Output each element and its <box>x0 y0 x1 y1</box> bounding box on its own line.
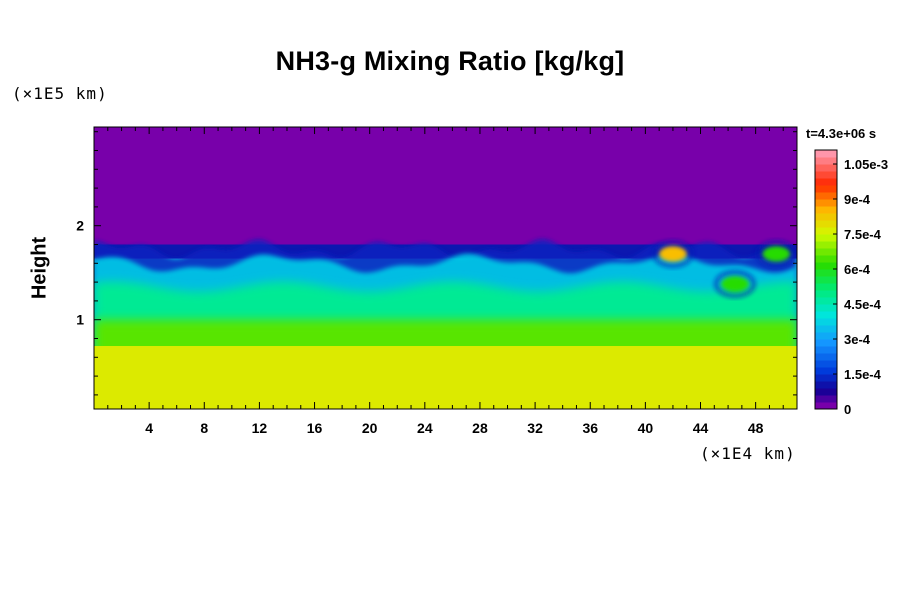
plot-frame <box>93 126 798 410</box>
colorbar-tick-label: 4.5e-4 <box>844 297 882 312</box>
colorbar-swatch <box>815 185 837 193</box>
colorbar-swatch <box>815 290 837 298</box>
plume-halo-1 <box>652 240 694 268</box>
colorbar-tick-label: 3e-4 <box>844 332 871 347</box>
plume-feature-1 <box>658 245 687 262</box>
colorbar-swatch <box>815 171 837 179</box>
x-tick-label: 40 <box>638 420 654 436</box>
plume-feature-3 <box>720 275 749 292</box>
x-tick-label: 32 <box>527 420 543 436</box>
colorbar-swatch <box>815 157 837 165</box>
colorbar-swatch <box>815 395 837 403</box>
colorbar-swatch <box>815 325 837 333</box>
x-tick-label: 44 <box>693 420 709 436</box>
x-tick-label: 8 <box>200 420 208 436</box>
colorbar-swatch <box>815 339 837 347</box>
colorbar-swatch <box>815 227 837 235</box>
colorbar-swatch <box>815 248 837 256</box>
colorbar-swatch <box>815 304 837 312</box>
colorbar-swatch <box>815 311 837 319</box>
colorbar-swatch <box>815 213 837 221</box>
colorbar-tick-label: 9e-4 <box>844 192 871 207</box>
y-tick-label: 2 <box>76 218 84 234</box>
colorbar-swatch <box>815 234 837 242</box>
colorbar-swatch <box>815 192 837 200</box>
plume-halo-2 <box>755 240 797 268</box>
colorbar-swatch <box>815 360 837 368</box>
x-tick-label: 36 <box>582 420 598 436</box>
colorbar-swatch <box>815 318 837 326</box>
y-tick-label: 1 <box>76 312 84 328</box>
colorbar-tick-label: 6e-4 <box>844 262 871 277</box>
colorbar-swatch <box>815 164 837 172</box>
colorbar-swatch <box>815 346 837 354</box>
time-label: t=4.3e+06 s <box>806 126 877 141</box>
colorbar-tick-label: 1.05e-3 <box>844 157 888 172</box>
colorbar-swatch <box>815 374 837 382</box>
plume-halo-3 <box>714 270 756 298</box>
lower-band <box>94 346 797 409</box>
colorbar-frame <box>814 149 838 410</box>
colorbar-tick-label: 1.5e-4 <box>844 367 882 382</box>
y-axis-unit-label: (×1E5 km) <box>12 84 108 103</box>
colorbar: 0 1.5e-4 3e-4 4.5e-4 6e-4 7.5e-4 9e-4 1.05e-3 <box>814 149 888 417</box>
x-tick-label: 16 <box>307 420 323 436</box>
colorbar-swatch <box>815 150 837 158</box>
x-tick-label: 4 <box>145 420 153 436</box>
x-tick-label: 12 <box>252 420 268 436</box>
colorbar-swatch <box>815 262 837 270</box>
colorbar-tick-label: 7.5e-4 <box>844 227 882 242</box>
colorbar-swatch <box>815 367 837 375</box>
x-tick-label: 28 <box>472 420 488 436</box>
colorbar-swatch <box>815 283 837 291</box>
colorbar-swatch <box>815 220 837 228</box>
layer-above-cloud-top <box>94 127 797 245</box>
colorbar-swatch <box>815 199 837 207</box>
colorbar-swatch <box>815 178 837 186</box>
plot-area <box>94 127 797 409</box>
plume-feature-2 <box>762 245 791 262</box>
colorbar-swatch <box>815 381 837 389</box>
colorbar-swatch <box>815 241 837 249</box>
colorbar-swatch <box>815 255 837 263</box>
x-tick-label: 48 <box>748 420 764 436</box>
x-axis-unit-label: (×1E4 km) <box>700 444 796 463</box>
colorbar-swatch <box>815 332 837 340</box>
chart-title: NH3-g Mixing Ratio [kg/kg] <box>275 46 625 76</box>
colorbar-swatch <box>815 269 837 277</box>
x-tick-label: 20 <box>362 420 378 436</box>
colorbar-swatch <box>815 353 837 361</box>
colorbar-swatch <box>815 402 837 410</box>
x-tick-label: 24 <box>417 420 433 436</box>
colorbar-swatch <box>815 206 837 214</box>
colorbar-swatch <box>815 276 837 284</box>
colorbar-swatch <box>815 388 837 396</box>
colorbar-tick-label: 0 <box>844 402 851 417</box>
colorbar-swatch <box>815 297 837 305</box>
